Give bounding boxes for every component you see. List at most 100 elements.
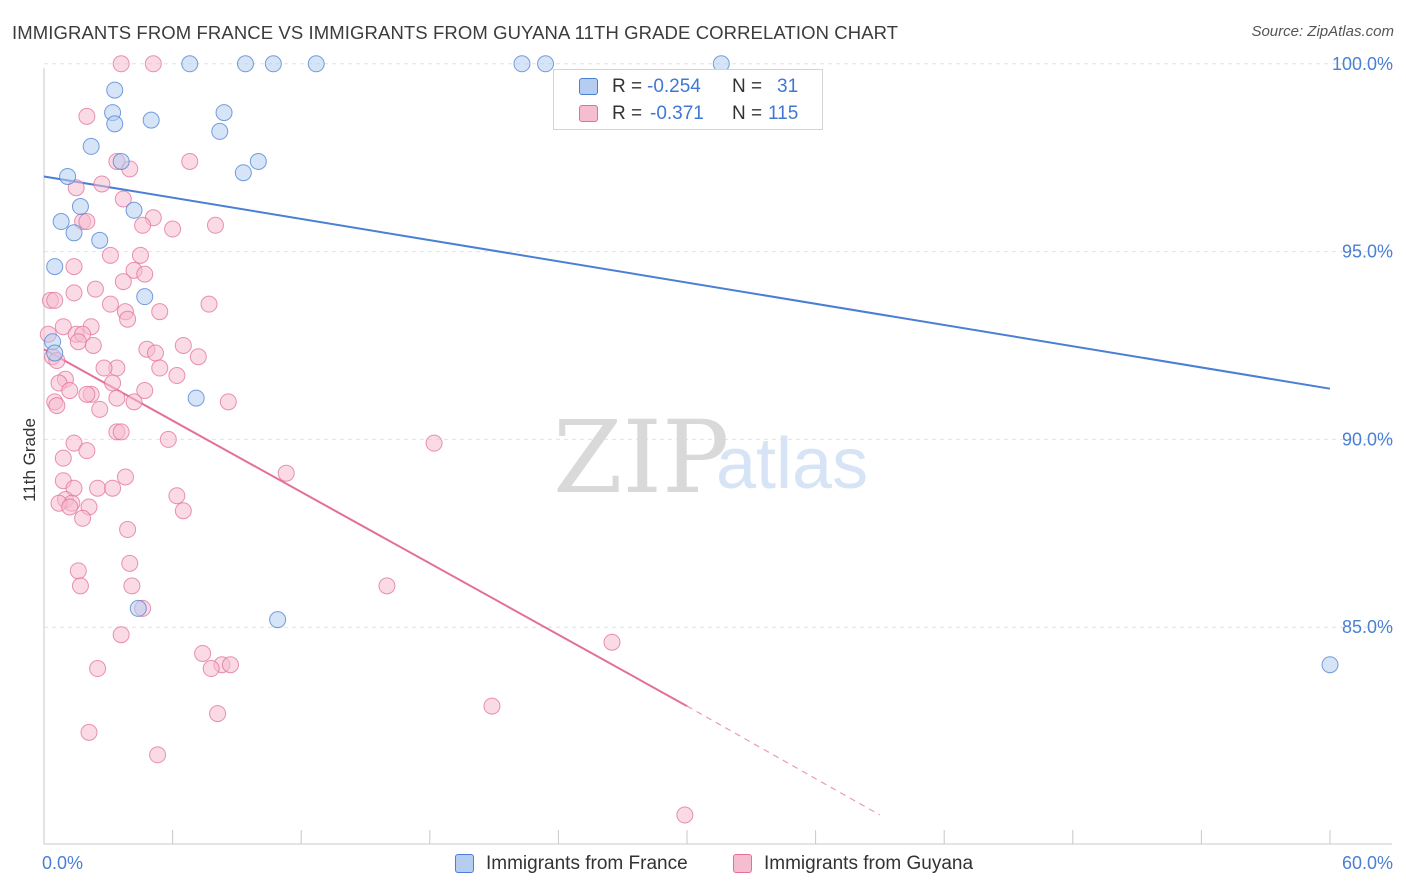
guyana-point	[483, 697, 501, 715]
france-n-value: 31	[777, 76, 799, 97]
legend-guyana-label: Immigrants from Guyana	[764, 853, 974, 874]
y-tick-label: 90.0%	[1342, 429, 1393, 449]
guyana-point	[200, 295, 218, 313]
guyana-point	[95, 359, 113, 377]
guyana-point	[93, 175, 111, 193]
guyana-point	[119, 310, 137, 328]
guyana-point	[194, 644, 212, 662]
france-point	[52, 213, 70, 231]
guyana-point	[61, 498, 79, 516]
trend-lines	[43, 175, 1331, 816]
guyana-n-label: N =	[732, 103, 763, 124]
guyana-point	[146, 344, 164, 362]
france-point	[249, 152, 267, 170]
guyana-point	[80, 723, 98, 741]
france-point	[537, 55, 555, 73]
france-point	[106, 115, 124, 133]
guyana-point	[74, 509, 92, 527]
france-point	[91, 231, 109, 249]
guyana-point	[69, 333, 87, 351]
france-point	[59, 167, 77, 185]
guyana-point	[71, 577, 89, 595]
guyana-point	[206, 216, 224, 234]
france-point	[307, 55, 325, 73]
guyana-point	[78, 107, 96, 125]
guyana-point	[78, 385, 96, 403]
guyana-point	[84, 336, 102, 354]
guyana-point	[676, 806, 694, 824]
france-point	[65, 224, 83, 242]
france-point	[264, 55, 282, 73]
guyana-point	[114, 273, 132, 291]
france-point	[236, 55, 254, 73]
guyana-point	[277, 464, 295, 482]
guyana-trend-line	[43, 348, 688, 707]
guyana-point	[54, 318, 72, 336]
legend-france-swatch	[455, 854, 474, 873]
guyana-point	[91, 400, 109, 418]
france-point	[129, 599, 147, 617]
guyana-point	[108, 389, 126, 407]
guyana-r-label: R =	[612, 103, 643, 124]
watermark-atlas: atlas	[716, 424, 868, 504]
axis-labels: 85.0% 90.0% 95.0% 100.0% 0.0% 60.0%	[42, 54, 1393, 873]
france-point	[106, 81, 124, 99]
legend-guyana-swatch	[733, 854, 752, 873]
stats-row-france: R = -0.254 N = 31	[554, 74, 824, 100]
chart-legend: Immigrants from France Immigrants from G…	[0, 851, 1406, 879]
guyana-point	[202, 660, 220, 678]
axes	[43, 68, 1392, 845]
guyana-point	[125, 393, 143, 411]
guyana-point	[86, 280, 104, 298]
guyana-point	[112, 423, 130, 441]
guyana-point	[181, 152, 199, 170]
france-swatch	[579, 78, 598, 95]
guyana-point	[101, 246, 119, 264]
guyana-point	[144, 55, 162, 73]
guyana-point	[134, 216, 152, 234]
france-point	[46, 258, 64, 276]
guyana-point	[121, 554, 139, 572]
guyana-point	[221, 656, 239, 674]
guyana-point	[112, 626, 130, 644]
chart-source: Source: ZipAtlas.com	[1251, 23, 1394, 40]
y-tick-label: 100.0%	[1332, 54, 1393, 74]
guyana-point	[189, 348, 207, 366]
guyana-point	[116, 468, 134, 486]
guyana-point	[149, 746, 167, 764]
guyana-point	[136, 265, 154, 283]
france-point	[142, 111, 160, 129]
y-tick-label: 85.0%	[1342, 617, 1393, 637]
france-point	[234, 164, 252, 182]
guyana-point	[61, 382, 79, 400]
guyana-point	[168, 367, 186, 385]
france-r-label: R =	[612, 76, 643, 97]
france-point	[269, 611, 287, 629]
stats-row-guyana: R = -0.371 N = 115	[554, 101, 824, 127]
guyana-point	[151, 303, 169, 321]
grid-lines	[44, 63, 1392, 628]
guyana-point	[114, 190, 132, 208]
france-point	[1321, 656, 1339, 674]
guyana-point	[425, 434, 443, 452]
guyana-point	[164, 220, 182, 238]
france-trend-line	[43, 175, 1331, 390]
guyana-point	[209, 705, 227, 723]
guyana-point	[89, 479, 107, 497]
france-point	[136, 288, 154, 306]
y-tick-label: 95.0%	[1342, 242, 1393, 262]
guyana-point	[603, 633, 621, 651]
watermark-zip: ZIP	[553, 399, 729, 516]
guyana-point	[46, 291, 64, 309]
guyana-point	[69, 562, 87, 580]
guyana-point	[67, 179, 85, 197]
x-tick-label: 60.0%	[1342, 853, 1393, 873]
guyana-point	[168, 487, 186, 505]
guyana-point	[119, 521, 137, 539]
guyana-point	[123, 577, 141, 595]
guyana-point	[219, 393, 237, 411]
guyana-point	[151, 359, 169, 377]
guyana-point	[78, 213, 96, 231]
guyana-point	[101, 295, 119, 313]
guyana-point	[136, 382, 154, 400]
